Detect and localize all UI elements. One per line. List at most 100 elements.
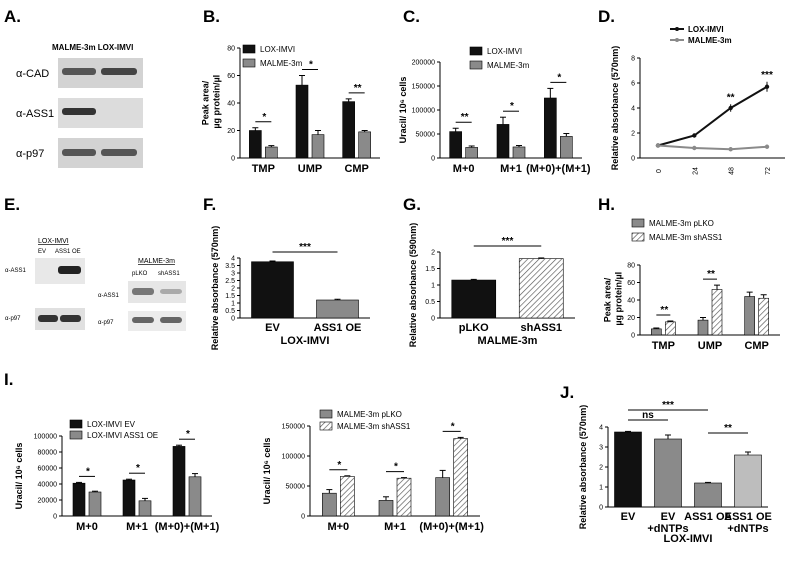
bar: [453, 438, 468, 517]
bar: [518, 258, 564, 319]
y-axis-label: Peak area/ µg protein/µl: [603, 272, 624, 328]
chart-c: 0 50000 100000 150000 200000 Uracil/ 10⁶ cell…: [398, 46, 591, 175]
y-tick-label: 4: [599, 425, 603, 432]
x-category-label: M+0: [327, 521, 349, 533]
significance-label: **: [354, 83, 362, 94]
blot-a-band: [62, 108, 96, 115]
significance-label: **: [660, 305, 668, 316]
x-category-label-line: +dNTPs: [727, 523, 768, 535]
x-category-label: ASS1 OE: [684, 511, 732, 523]
legend-swatch: [69, 430, 83, 440]
x-category-label: CMP: [744, 340, 768, 352]
y-axis-label-line: µg protein/µl: [613, 272, 623, 328]
blot-e-band: [38, 315, 58, 322]
blot-e-left-lane: ASS1 OE: [55, 249, 81, 255]
legend-label: MALME-3m shASS1: [649, 233, 723, 242]
y-tick-label: 2: [631, 131, 635, 138]
y-axis-label: Relative absorbance (570nm): [610, 46, 620, 171]
panel-label-h: H.: [598, 195, 615, 214]
significance-label: *: [394, 462, 398, 473]
y-tick-label: 0: [231, 316, 235, 323]
y-axis-label-line: µg protein/µl: [211, 75, 221, 131]
y-tick-label: 0.5: [225, 308, 235, 315]
blot-e-band: [132, 317, 154, 323]
y-tick-label: 0: [301, 514, 305, 521]
western-blot-e: LOX-IMVI EV ASS1 OE α-ASS1 α-p97 MALME-3…: [5, 238, 186, 331]
y-tick-label: 0: [599, 505, 603, 512]
panel-label-g: G.: [403, 195, 421, 214]
bar: [435, 477, 450, 517]
x-category-label-line: ASS1 OE: [724, 511, 772, 523]
bar: [138, 500, 152, 517]
x-category-label: M+1: [384, 521, 406, 533]
legend-swatch-marker: [675, 38, 679, 42]
legend-swatch: [319, 409, 333, 419]
bar: [311, 134, 325, 159]
significance-label: *: [262, 112, 266, 123]
y-tick-label: 50000: [286, 484, 306, 491]
blot-e-band: [58, 266, 81, 274]
series-line: [657, 144, 768, 151]
blot-a-lane-labels: MALME-3m LOX-IMVI: [52, 43, 133, 52]
x-category-label: EV: [265, 322, 280, 334]
chart-i1: 0 20000 40000 60000 80000 100000 Uracil/ 10⁶ c…: [14, 419, 220, 533]
x-tick-label: 48: [729, 167, 736, 175]
significance-label: ***: [299, 242, 311, 253]
significance-label: **: [727, 92, 735, 103]
x-category-label: CMP: [344, 163, 368, 175]
y-tick-label: 8: [631, 56, 635, 63]
y-tick-label: 6: [631, 81, 635, 88]
chart-i2: 0 50000 100000 150000 Uracil/ 10⁶ cells M+0 * M…: [262, 409, 484, 533]
significance-label: ***: [662, 400, 674, 411]
y-tick-label: 0: [431, 316, 435, 323]
y-axis-label-line: Peak area/: [603, 277, 613, 322]
y-tick-label: 0: [431, 156, 435, 163]
bar: [734, 454, 762, 508]
y-tick-label: 1: [599, 485, 603, 492]
bar: [614, 431, 642, 508]
x-category-label-line: +dNTPs: [647, 523, 688, 535]
significance-label: *: [557, 72, 561, 83]
y-tick-label: 2: [599, 465, 603, 472]
significance-label: *: [510, 101, 514, 112]
significance-label: **: [724, 423, 732, 434]
bar: [172, 446, 186, 517]
y-tick-label: 4: [231, 256, 235, 263]
significance-label: *: [86, 466, 90, 477]
bar: [340, 476, 355, 517]
x-tick-label: 0: [656, 169, 663, 173]
y-axis-label: Uracil/ 10⁶ cells: [398, 77, 408, 144]
bar: [188, 476, 202, 517]
panel-label-d: D.: [598, 7, 615, 26]
significance-label: *: [451, 421, 455, 432]
chart-b: 0 20 40 60 80 Peak area/ µg protein/µl TMP * UMP…: [201, 44, 380, 175]
y-tick-label: 40000: [38, 482, 58, 489]
bar: [449, 131, 462, 159]
panel-label-c: C.: [403, 7, 420, 26]
x-axis-label: LOX-IMVI: [664, 533, 713, 545]
legend-swatch-marker: [675, 27, 679, 31]
legend-label: MALME-3m pLKO: [649, 219, 714, 228]
y-axis-label: Uracil/ 10⁶ cells: [14, 443, 24, 510]
y-tick-label: 1.5: [425, 266, 435, 273]
significance-label: *: [337, 460, 341, 471]
legend-label: LOX-IMVI: [688, 25, 724, 34]
legend-swatch: [469, 60, 483, 70]
y-tick-label: 50000: [416, 132, 436, 139]
significance-label: *: [186, 429, 190, 440]
blot-a-band: [62, 149, 96, 156]
blot-e-right-membrane-2: [128, 311, 186, 331]
bar: [651, 328, 662, 336]
chart-f: 00.511.522.533.54 Relative absorbance (57…: [210, 226, 370, 350]
y-axis-label: Peak area/ µg protein/µl: [201, 75, 222, 131]
legend-swatch: [469, 46, 483, 56]
panel-label-b: B.: [203, 7, 220, 26]
y-tick-label: 0.5: [425, 299, 435, 306]
bar: [265, 146, 278, 159]
x-category-label: (M+0)+(M+1): [526, 163, 591, 175]
x-category-label: (M+0)+(M+1): [419, 521, 484, 533]
legend-swatch: [242, 58, 256, 68]
chart-g: 0 0.5 1 1.5 2 Relative absorbance (590nm) pLKO…: [408, 223, 575, 347]
bar: [465, 147, 478, 159]
